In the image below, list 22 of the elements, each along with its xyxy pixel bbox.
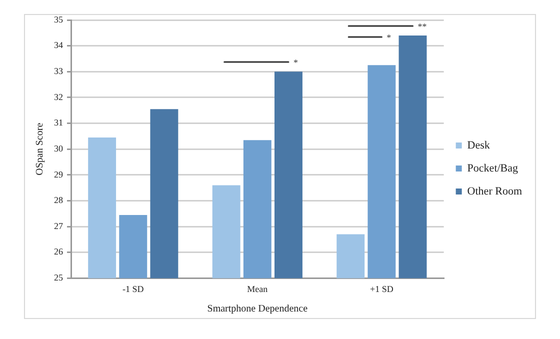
x-tick-label: +1 SD — [370, 284, 394, 294]
y-tick-label: 29 — [54, 169, 64, 180]
x-axis-title: Smartphone Dependence — [207, 304, 308, 315]
y-tick-label: 33 — [54, 66, 64, 76]
x-tick-label: -1 SD — [122, 284, 144, 294]
y-tick-label: 30 — [54, 143, 64, 154]
y-tick-label: 26 — [54, 246, 64, 257]
y-tick-label: 27 — [54, 220, 64, 231]
y-axis-title: OSpan Score — [34, 122, 46, 176]
x-tick-label: Mean — [247, 284, 268, 294]
y-tick-label: 34 — [54, 40, 64, 50]
legend-label: Pocket/Bag — [467, 162, 519, 174]
annotation: ** — [418, 21, 428, 32]
y-tick-label: 32 — [54, 92, 63, 102]
legend-label: Desk — [467, 139, 490, 152]
y-tick-label: 25 — [54, 272, 64, 283]
annotation: * — [386, 32, 392, 42]
y-tick-label: 28 — [54, 195, 64, 206]
y-tick-label: 31 — [54, 118, 63, 128]
annotation: * — [293, 57, 298, 68]
y-tick-label: 35 — [54, 14, 64, 24]
legend-label: Other Room — [467, 185, 522, 198]
